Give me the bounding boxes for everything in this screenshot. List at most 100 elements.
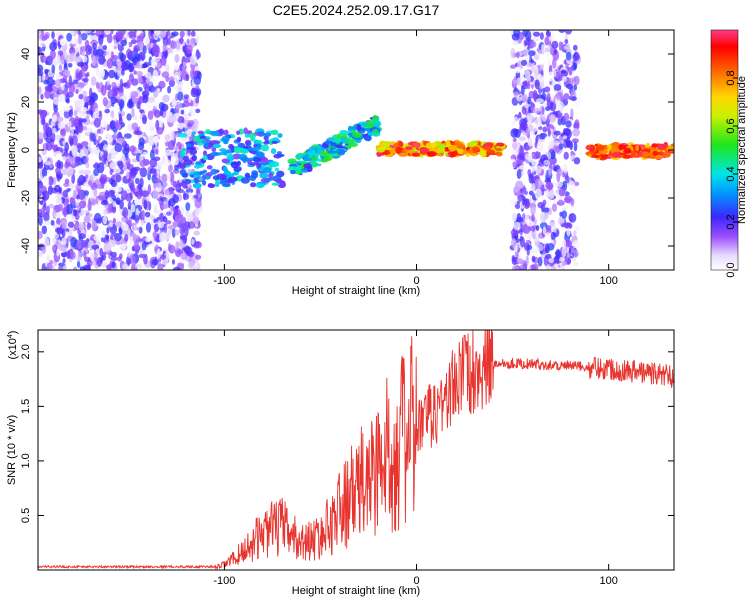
heat-cell <box>45 60 49 65</box>
heat-cell <box>80 106 88 112</box>
heat-cell <box>56 248 60 257</box>
heat-cell <box>277 181 287 189</box>
heat-region-broadband-noise <box>38 30 203 270</box>
heat-cell <box>91 220 97 231</box>
heat-cell <box>66 32 72 42</box>
heat-cell <box>571 64 577 71</box>
heat-cell <box>152 231 158 239</box>
heat-cell <box>511 238 517 248</box>
heat-cell <box>117 256 122 262</box>
heat-cell <box>185 202 191 211</box>
heat-cell <box>288 165 298 172</box>
heat-cell <box>526 80 531 90</box>
heat-cell <box>68 75 72 86</box>
heat-cell <box>71 37 76 45</box>
heat-cell <box>149 149 155 160</box>
heat-cell <box>189 174 195 178</box>
heat-cell <box>242 156 247 164</box>
heat-cell <box>175 241 180 251</box>
heat-cell <box>156 177 161 184</box>
heat-cell <box>180 149 186 156</box>
heat-cell <box>589 144 596 152</box>
heat-cell <box>116 32 124 40</box>
heat-cell <box>91 244 100 250</box>
heat-cell <box>124 233 129 242</box>
heat-cell <box>413 142 419 147</box>
heat-cell <box>515 216 524 223</box>
heat-cell <box>545 106 551 112</box>
heat-cell <box>161 181 168 188</box>
heat-cell <box>157 61 162 69</box>
heat-cell <box>117 85 124 93</box>
heat-cell <box>126 170 130 180</box>
heat-cell <box>524 153 532 160</box>
heat-cell <box>184 226 189 237</box>
heat-cell <box>212 175 220 181</box>
heat-cell <box>128 89 132 101</box>
heat-cell <box>52 114 58 123</box>
heat-cell <box>248 132 256 139</box>
heat-cell <box>352 132 363 138</box>
heat-cell <box>139 167 148 178</box>
snr-panel: -100 0 100 0.5 1.0 1.5 2.0 Height of straight … <box>6 329 675 597</box>
heat-cell <box>430 143 437 148</box>
heat-cell <box>147 110 154 120</box>
heat-cell <box>558 101 565 112</box>
heat-cell <box>564 239 573 248</box>
heat-cell <box>67 63 73 68</box>
heat-cell <box>45 122 50 133</box>
heat-cell <box>531 153 540 160</box>
heat-cell <box>543 211 549 220</box>
heat-cell <box>553 48 558 55</box>
heat-cell <box>44 161 51 166</box>
heat-cell <box>541 44 546 55</box>
heat-cell <box>563 59 567 65</box>
heat-cell <box>223 166 228 173</box>
heat-cell <box>56 73 62 80</box>
heat-cell <box>168 224 176 230</box>
heat-cell <box>119 160 123 171</box>
heat-cell <box>535 225 540 231</box>
heat-cell <box>189 54 198 65</box>
heat-cell <box>510 198 518 206</box>
heat-cell <box>204 129 212 135</box>
heat-cell <box>523 190 528 195</box>
heat-cell <box>550 91 555 101</box>
heat-cell <box>177 81 184 86</box>
heat-cell <box>79 46 83 56</box>
heat-cell <box>58 64 63 71</box>
heat-cell <box>52 245 57 251</box>
heat-cell <box>570 108 574 119</box>
heat-cell <box>86 222 91 231</box>
heat-cell <box>136 191 142 200</box>
heat-cell <box>543 255 550 267</box>
heat-cell <box>303 163 312 169</box>
heat-cell <box>95 81 100 89</box>
colorbar-tick-label: 0.0 <box>725 262 737 277</box>
heat-cell <box>144 71 152 79</box>
heat-cell <box>512 161 517 168</box>
snr-y-scale-close: ) <box>7 331 19 335</box>
spectrogram-x-axis-label: Height of straight line (km) <box>292 285 420 297</box>
heat-cell <box>95 248 100 254</box>
heat-cell <box>470 153 478 157</box>
heat-cell <box>45 137 53 144</box>
heat-cell <box>162 35 169 47</box>
heat-cell <box>546 100 551 108</box>
heat-cell <box>167 140 176 151</box>
heat-cell <box>381 141 391 149</box>
heat-cell <box>87 201 92 212</box>
heat-cell <box>127 257 132 265</box>
heat-cell <box>115 120 119 130</box>
heat-cell <box>167 267 174 270</box>
y-tick-label: -40 <box>20 238 32 254</box>
heat-cell <box>103 208 108 216</box>
heat-cell <box>161 103 169 112</box>
heat-cell <box>182 113 191 120</box>
heat-cell <box>67 221 75 228</box>
heat-cell <box>356 124 362 131</box>
heat-cell <box>38 156 42 163</box>
heat-cell <box>107 84 112 91</box>
heat-cell <box>80 118 87 123</box>
heat-cell <box>522 49 528 57</box>
